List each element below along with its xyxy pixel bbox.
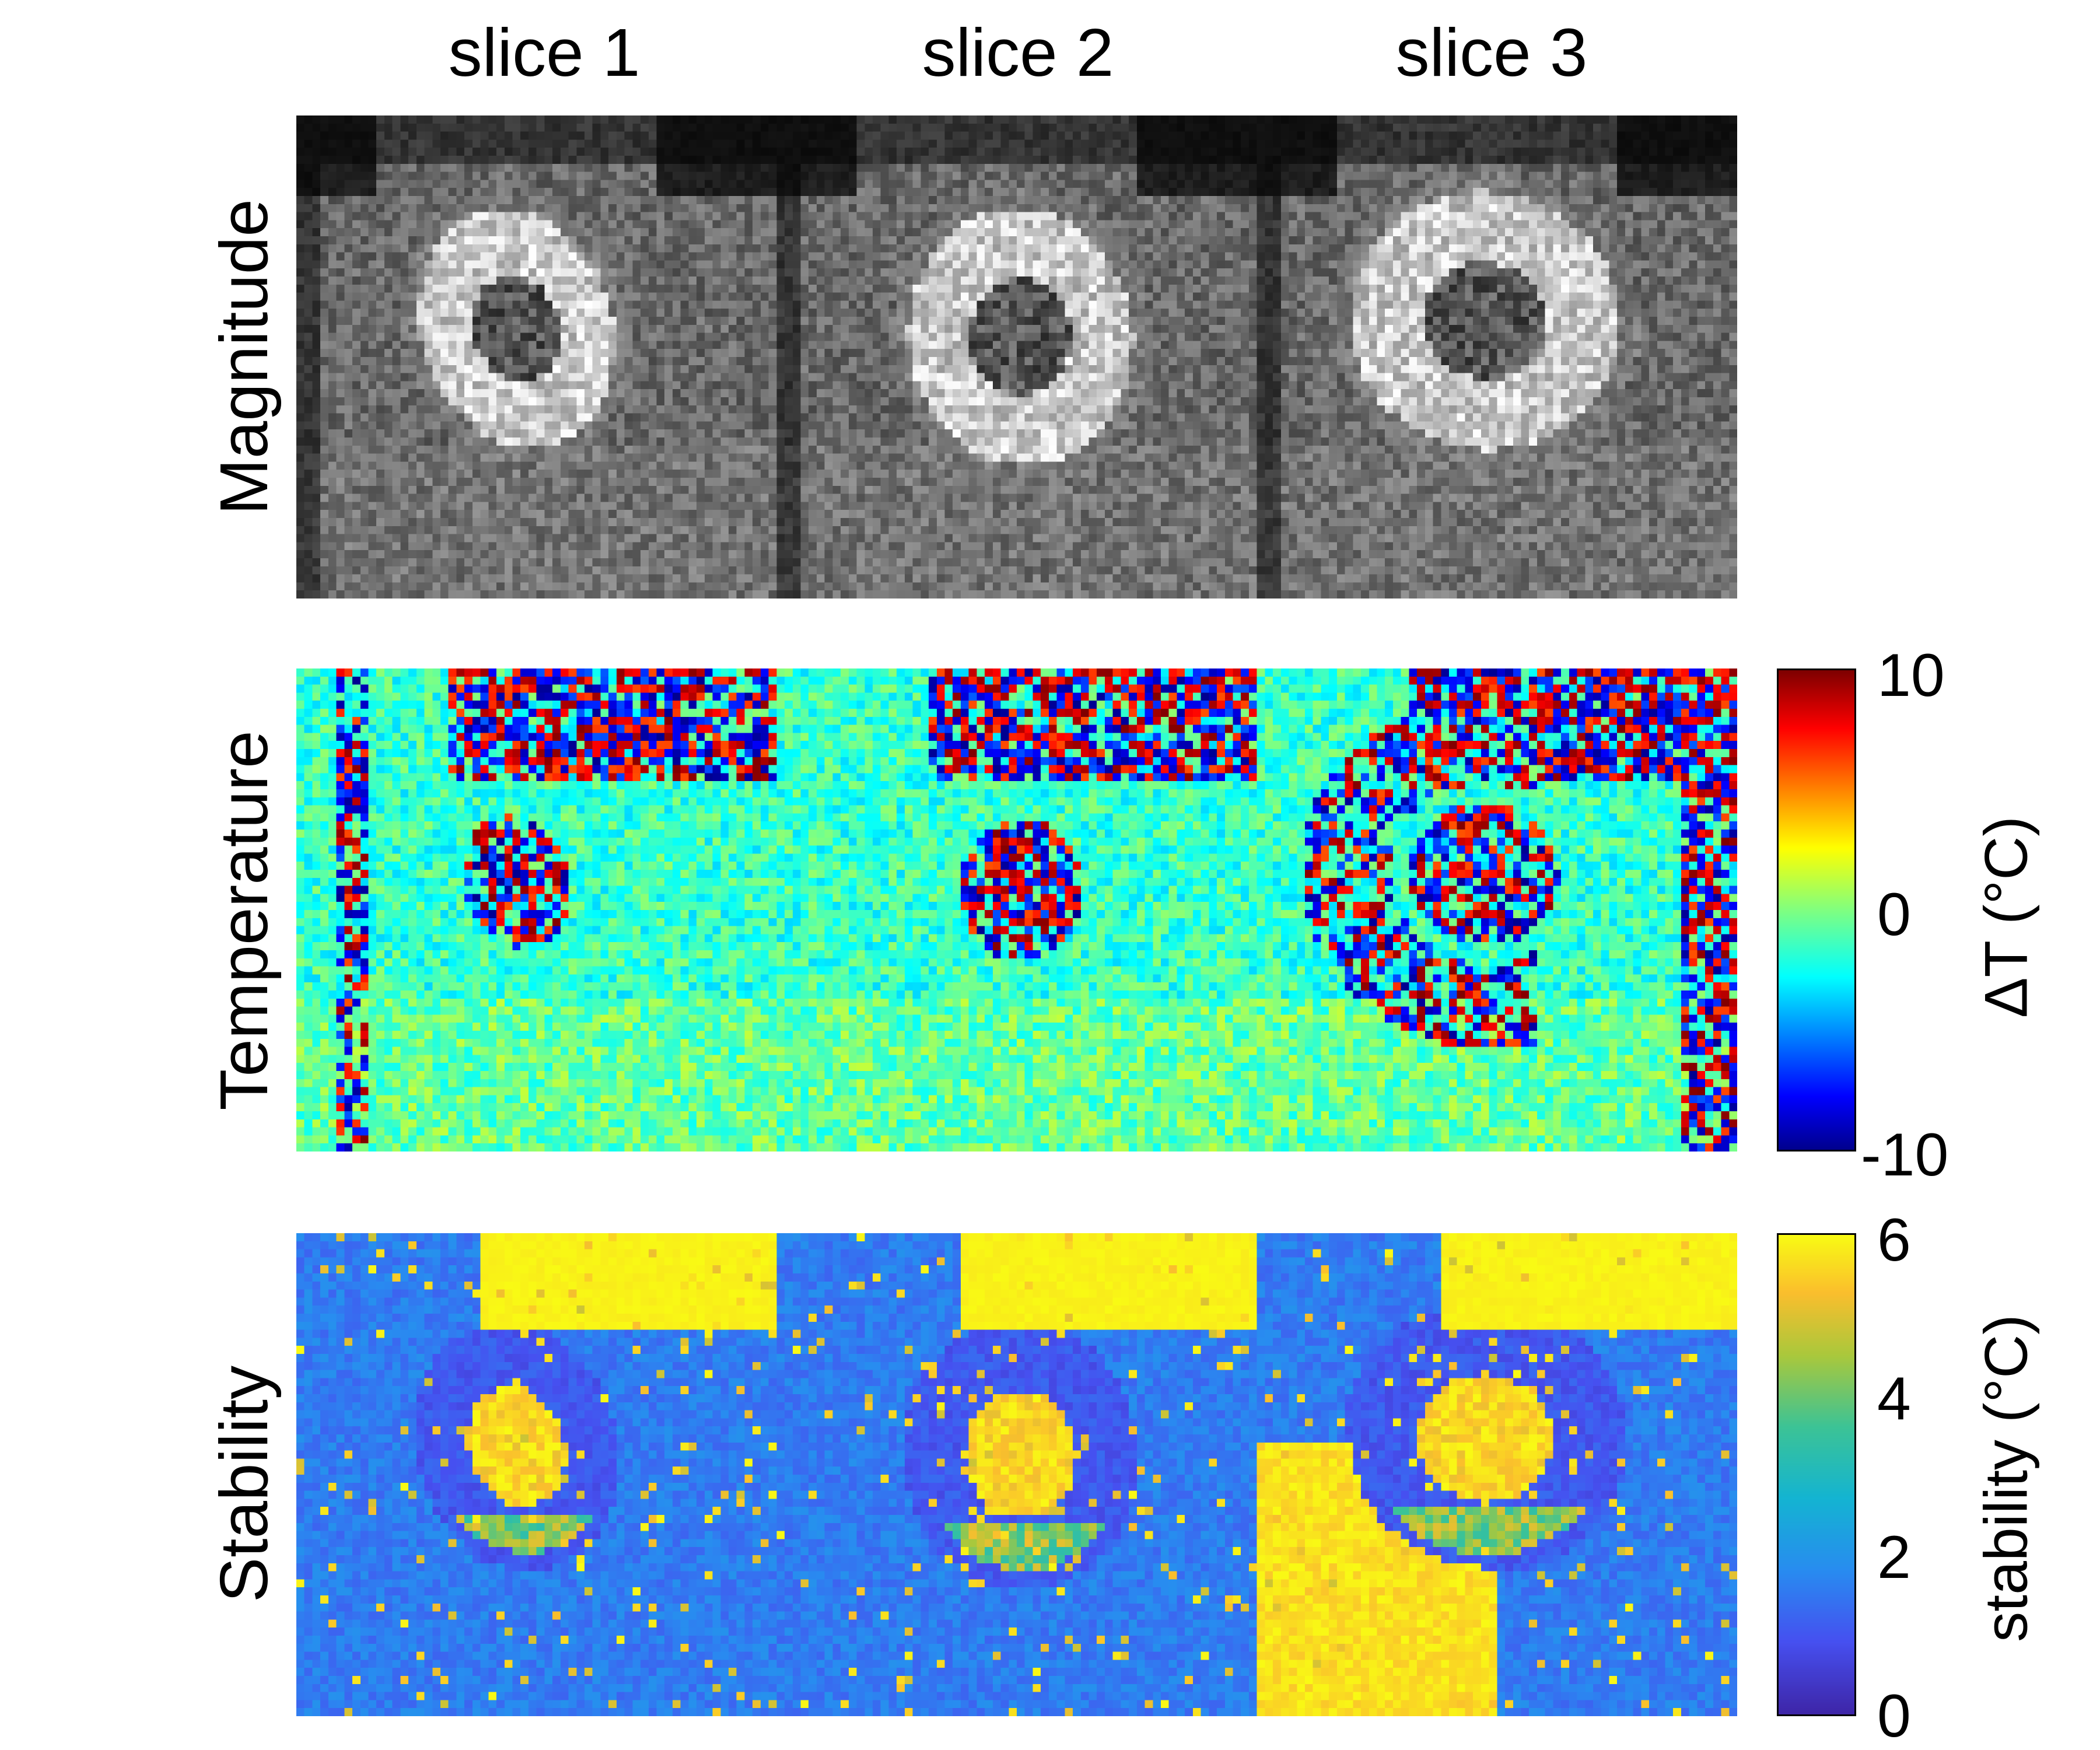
magnitude-image bbox=[296, 116, 1737, 598]
magnitude-image-panel bbox=[296, 116, 1737, 598]
stability-map bbox=[296, 1233, 1737, 1716]
temperature-colorbar-tick-min: -10 bbox=[1861, 1121, 1949, 1189]
column-label-slice-1: slice 1 bbox=[448, 15, 640, 90]
temperature-colorbar-gradient bbox=[1779, 670, 1854, 1150]
stability-colorbar-tick-2: 2 bbox=[1877, 1524, 1911, 1591]
temperature-colorbar-tick-max: 10 bbox=[1877, 642, 1945, 709]
row-label-stability: Stability bbox=[206, 1365, 282, 1603]
column-label-slice-3: slice 3 bbox=[1395, 15, 1588, 90]
stability-colorbar bbox=[1777, 1233, 1856, 1716]
stability-colorbar-gradient bbox=[1779, 1235, 1854, 1714]
row-label-magnitude: Magnitude bbox=[206, 199, 282, 515]
temperature-colorbar-label: ΔT (°C) bbox=[1972, 816, 2041, 1018]
stability-colorbar-tick-0: 0 bbox=[1877, 1682, 1911, 1750]
temperature-colorbar-tick-mid: 0 bbox=[1877, 881, 1911, 949]
temperature-map-panel bbox=[296, 668, 1737, 1152]
temperature-colorbar bbox=[1777, 668, 1856, 1152]
stability-colorbar-tick-6: 6 bbox=[1877, 1206, 1911, 1274]
stability-colorbar-label: stability (°C) bbox=[1972, 1314, 2041, 1642]
row-label-temperature: Temperature bbox=[206, 730, 282, 1111]
column-label-slice-2: slice 2 bbox=[922, 15, 1114, 90]
stability-colorbar-tick-4: 4 bbox=[1877, 1365, 1911, 1433]
stability-map-panel bbox=[296, 1233, 1737, 1716]
temperature-map bbox=[296, 668, 1737, 1152]
